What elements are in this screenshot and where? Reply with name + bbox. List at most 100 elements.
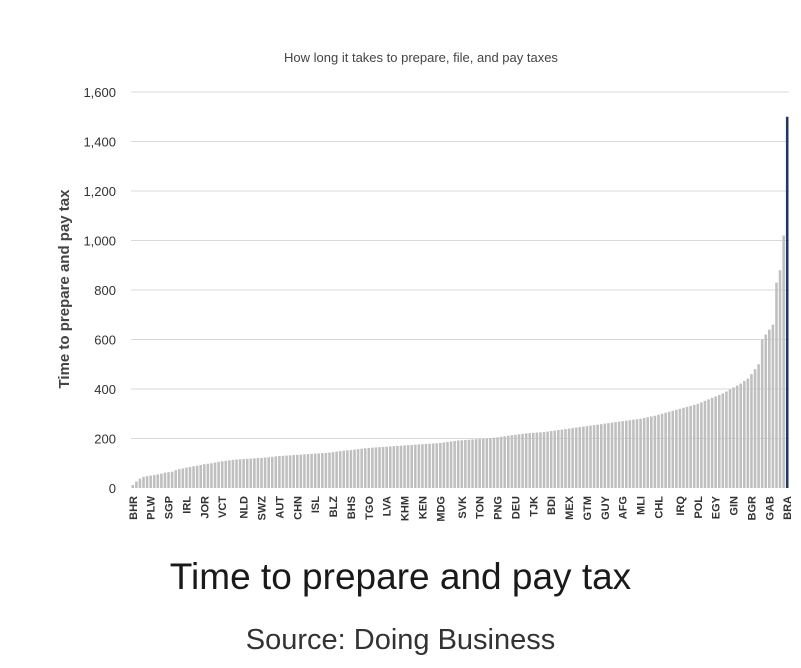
- bar: [728, 389, 732, 488]
- x-tick-label: PLW: [146, 495, 158, 519]
- bar: [492, 437, 496, 488]
- bar: [646, 417, 650, 488]
- bar: [667, 411, 671, 488]
- x-tick-label: GUY: [600, 495, 612, 520]
- bar: [439, 442, 442, 488]
- bar: [342, 450, 346, 488]
- bar: [288, 455, 292, 488]
- bar: [481, 438, 485, 488]
- x-tick-label: IRQ: [675, 496, 687, 516]
- bar: [499, 436, 503, 488]
- bar: [760, 339, 764, 488]
- y-tick-label: 1,000: [83, 234, 116, 249]
- bar: [532, 432, 535, 488]
- bar: [782, 235, 785, 488]
- bar: [421, 444, 424, 488]
- bar: [717, 394, 721, 488]
- bar: [603, 423, 607, 488]
- bar: [496, 437, 499, 488]
- bar: [589, 425, 592, 488]
- bar: [478, 439, 481, 488]
- x-tick-label: TJK: [528, 496, 540, 517]
- bar: [371, 447, 374, 488]
- y-tick-label: 600: [94, 333, 116, 348]
- bar: [424, 443, 428, 488]
- bar: [303, 454, 306, 488]
- bar: [700, 402, 703, 488]
- bar: [263, 457, 267, 488]
- bar: [249, 458, 253, 488]
- x-tick-label: LVA: [382, 496, 394, 516]
- x-tick-label: SVK: [457, 496, 469, 519]
- bar: [396, 445, 399, 488]
- bar: [267, 457, 270, 488]
- bar: [238, 459, 242, 488]
- bar: [764, 334, 768, 488]
- x-tick-label: KEN: [417, 496, 429, 519]
- bar: [328, 452, 331, 488]
- bar: [224, 460, 228, 488]
- bar: [514, 434, 517, 488]
- bar: [367, 447, 371, 488]
- bar: [446, 441, 449, 488]
- x-tick-label: KHM: [400, 496, 412, 521]
- x-tick-label: PNG: [493, 496, 505, 520]
- bar: [510, 435, 514, 488]
- bar: [170, 471, 174, 488]
- x-tick-label: JOR: [199, 496, 211, 519]
- bar: [149, 475, 152, 489]
- bar: [388, 446, 392, 488]
- bar: [456, 440, 460, 488]
- bar: [596, 424, 599, 488]
- y-axis-ticks: 0 200 400 600 800 1,000 1,200 1,400 1,600: [83, 85, 116, 496]
- bar: [467, 439, 471, 488]
- bar: [582, 426, 585, 488]
- bar: [442, 442, 446, 488]
- bar: [285, 455, 288, 488]
- bar: [617, 421, 621, 488]
- bar: [220, 461, 224, 488]
- bar: [177, 469, 181, 488]
- bar: [682, 407, 685, 488]
- bar: [324, 452, 328, 488]
- bar: [692, 404, 696, 488]
- bar: [296, 454, 299, 488]
- bar: [542, 432, 546, 488]
- bar: [199, 464, 203, 488]
- x-tick-label: MEX: [564, 495, 576, 520]
- y-tick-label: 1,600: [83, 85, 116, 100]
- bar: [678, 408, 682, 488]
- x-tick-label: GAB: [764, 496, 776, 521]
- bar: [571, 428, 574, 488]
- bar: [517, 434, 521, 488]
- bar: [217, 461, 220, 488]
- bar: [185, 467, 188, 488]
- bar: [331, 452, 335, 488]
- y-tick-label: 800: [94, 283, 116, 298]
- bar: [503, 436, 506, 488]
- y-tick-label: 200: [94, 432, 116, 447]
- bar: [313, 453, 317, 488]
- bar: [599, 424, 603, 488]
- x-tick-label: BRA: [782, 496, 794, 520]
- y-tick-label: 1,400: [83, 135, 116, 150]
- bar: [474, 439, 478, 488]
- bar: [660, 413, 664, 488]
- bar: [521, 433, 524, 488]
- bar: [642, 417, 646, 488]
- chart-title: How long it takes to prepare, file, and …: [284, 50, 558, 65]
- bar: [696, 403, 700, 488]
- bar: [363, 448, 367, 488]
- bar: [592, 425, 596, 488]
- bar: [135, 481, 138, 488]
- bar: [317, 453, 321, 488]
- bar: [192, 466, 195, 488]
- x-tick-label: EGY: [711, 495, 723, 519]
- bar: [353, 449, 356, 488]
- bar: [650, 416, 653, 488]
- bar: [703, 400, 707, 488]
- x-tick-label: POL: [693, 496, 705, 519]
- bar: [346, 450, 349, 488]
- bar: [431, 443, 435, 488]
- bar: [292, 455, 295, 488]
